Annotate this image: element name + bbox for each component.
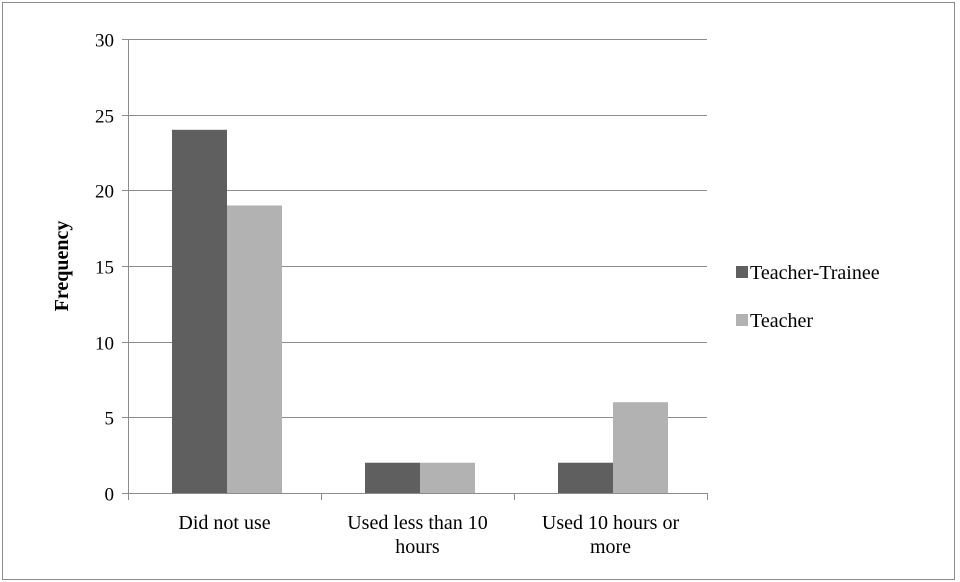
y-axis-title: Frequency [51,221,73,312]
labels: 0 5 10 15 20 25 30 Did not use Used less than 10… [95,31,679,559]
x-category-label: Did not use [178,512,270,534]
x-category-label: Used less than 10 hours [347,512,488,558]
y-tick-label: 0 [105,485,115,506]
x-category-label-line: hours [395,536,440,558]
x-category-label-line: more [590,536,631,558]
y-tick-label: 25 [95,107,114,128]
legend: Teacher-Trainee Teacher [736,262,880,332]
bar-teacher-trainee [365,462,420,493]
bar-teacher-trainee [558,462,613,493]
y-tick-label: 15 [95,258,114,279]
bar-teacher [613,402,668,493]
x-category-label-line: Did not use [178,512,270,534]
legend-swatch [736,266,748,278]
x-category-label-line: Used 10 hours or [542,512,680,534]
bar-teacher-trainee [172,129,227,494]
bar-teacher [420,462,475,493]
bar-teacher [227,205,282,493]
legend-label: Teacher-Trainee [750,262,880,284]
x-category-label: Used 10 hours or more [542,512,680,558]
y-tick-label: 30 [95,31,114,52]
legend-swatch [736,314,748,326]
y-tick-label: 5 [105,409,115,430]
axes [122,39,708,500]
y-tick-label: 20 [95,182,114,203]
legend-label: Teacher [750,310,813,332]
y-tick-label: 10 [95,334,114,355]
x-category-label-line: Used less than 10 [347,512,488,534]
bars [172,129,668,494]
